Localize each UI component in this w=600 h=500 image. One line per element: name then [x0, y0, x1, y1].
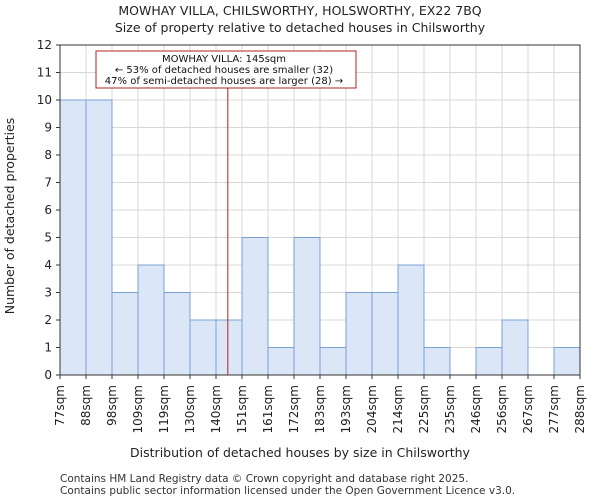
x-tick-label: 225sqm — [417, 385, 431, 433]
y-tick-label: 5 — [44, 231, 52, 245]
bar — [553, 347, 581, 376]
x-tick-label: 288sqm — [573, 385, 587, 433]
chart-subtitle: Size of property relative to detached ho… — [115, 20, 486, 35]
annotation-frame — [95, 50, 357, 89]
footer-line-2: Contains public sector information licen… — [60, 485, 515, 497]
bar — [215, 319, 243, 376]
bar — [423, 347, 451, 376]
bar — [345, 292, 373, 376]
y-tick-label: 2 — [44, 313, 52, 327]
bar — [189, 319, 217, 376]
bar — [137, 264, 165, 376]
bar — [501, 319, 529, 376]
annotation-line-3: 47% of semi-detached houses are larger (… — [105, 76, 343, 87]
x-tick-label: 183sqm — [313, 385, 327, 433]
x-tick-label: 214sqm — [391, 385, 405, 433]
y-tick-label: 9 — [44, 121, 52, 135]
annotation-box: MOWHAY VILLA: 145sqm ← 53% of detached h… — [95, 50, 357, 89]
y-tick-label: 7 — [44, 176, 52, 190]
y-tick-label: 10 — [37, 93, 52, 107]
x-tick-label: 256sqm — [495, 385, 509, 433]
x-tick-label: 109sqm — [131, 385, 145, 433]
y-tick-label: 0 — [44, 368, 52, 382]
annotation-line-1: MOWHAY VILLA: 145sqm — [162, 54, 286, 65]
x-tick-label: 161sqm — [261, 385, 275, 433]
x-tick-label: 88sqm — [79, 385, 93, 426]
y-tick-label: 4 — [44, 258, 52, 272]
x-tick-label: 172sqm — [287, 385, 301, 433]
y-tick-label: 6 — [44, 203, 52, 217]
annotation-line-2: ← 53% of detached houses are smaller (32… — [115, 65, 333, 76]
bar — [241, 237, 269, 376]
bars — [59, 99, 581, 376]
x-tick-label: 140sqm — [209, 385, 223, 433]
x-tick-label: 130sqm — [183, 385, 197, 433]
x-tick-label: 277sqm — [547, 385, 561, 433]
x-tick-label: 246sqm — [469, 385, 483, 433]
bar — [371, 292, 399, 376]
y-tick-label: 12 — [37, 38, 52, 52]
bar — [85, 99, 113, 376]
x-axis-label: Distribution of detached houses by size … — [130, 445, 471, 460]
x-tick-label: 267sqm — [521, 385, 535, 433]
plot-frame — [59, 44, 581, 376]
bar — [59, 99, 87, 376]
bar — [319, 347, 347, 376]
x-tick-label: 119sqm — [157, 385, 171, 433]
x-tick-label: 77sqm — [53, 385, 67, 426]
bar — [267, 347, 295, 376]
x-tick-label: 235sqm — [443, 385, 457, 433]
footer-line-1: Contains HM Land Registry data © Crown c… — [60, 473, 468, 485]
bar — [293, 237, 321, 376]
chart-title: MOWHAY VILLA, CHILSWORTHY, HOLSWORTHY, E… — [118, 3, 481, 18]
bar — [397, 264, 425, 376]
x-ticks: 77sqm 88sqm 98sqm 109sqm 119sqm 130sqm 140sqm 1… — [53, 375, 587, 433]
bar — [111, 292, 139, 376]
y-tick-label: 8 — [44, 148, 52, 162]
y-tick-label: 11 — [37, 66, 52, 80]
bar — [163, 292, 191, 376]
x-tick-label: 98sqm — [105, 385, 119, 426]
x-tick-label: 204sqm — [365, 385, 379, 433]
y-tick-label: 1 — [44, 341, 52, 355]
x-tick-label: 193sqm — [339, 385, 353, 433]
y-tick-label: 3 — [44, 286, 52, 300]
y-axis-label: Number of detached properties — [2, 118, 17, 315]
bar — [475, 347, 503, 376]
x-tick-label: 151sqm — [235, 385, 249, 433]
